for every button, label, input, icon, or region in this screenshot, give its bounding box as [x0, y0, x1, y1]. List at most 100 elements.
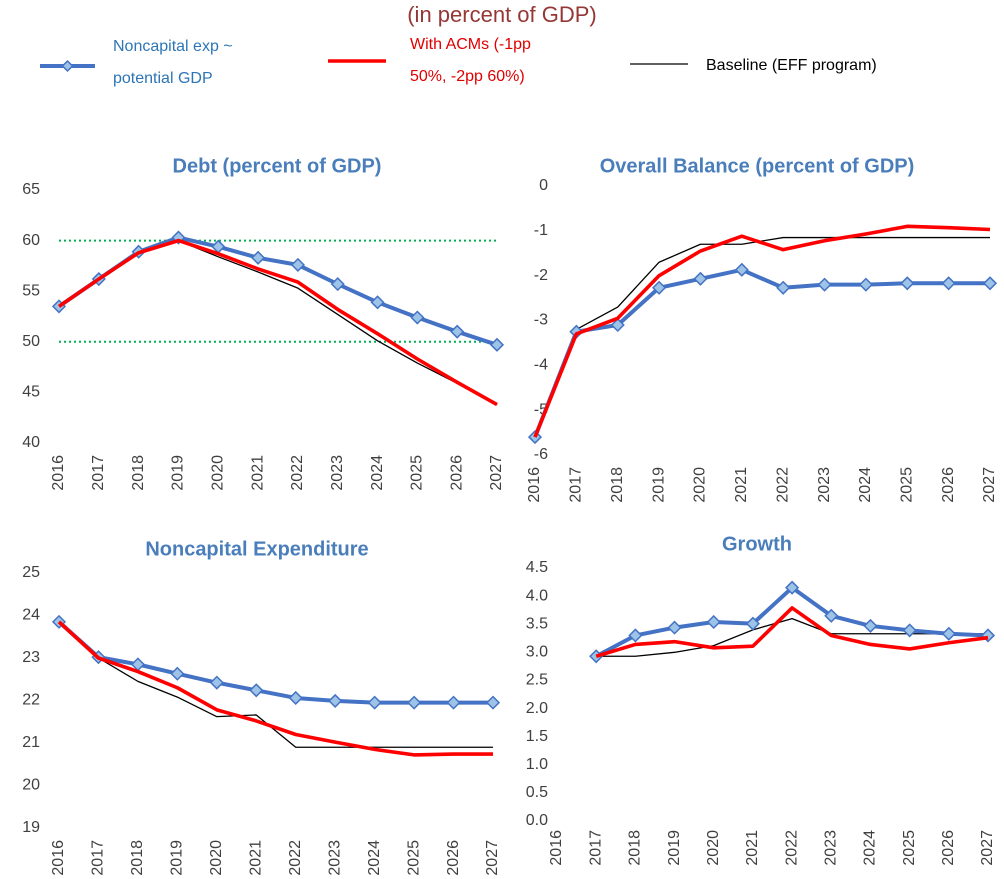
y-tick-label: 3.5 — [526, 615, 548, 632]
point-marker — [980, 628, 996, 643]
x-tick-label: 2019 — [666, 830, 683, 866]
point-marker — [288, 690, 303, 706]
y-tick-label: 40 — [22, 434, 40, 451]
x-tick-label: 2021 — [744, 830, 761, 866]
x-tick-label: 2021 — [249, 455, 266, 491]
point-marker — [734, 262, 749, 277]
point-marker — [858, 277, 873, 292]
x-tick-label: 2017 — [587, 830, 604, 866]
series-line — [58, 621, 493, 748]
series-line — [57, 620, 493, 705]
point-marker — [328, 693, 343, 708]
series-line — [596, 617, 988, 657]
y-tick-label: 4.0 — [526, 587, 548, 604]
y-tick-label: -1 — [534, 222, 548, 239]
x-tick-label: 2019 — [169, 840, 186, 876]
x-tick-label: 2023 — [816, 467, 833, 503]
point-marker — [446, 695, 461, 710]
chart-title: Growth — [722, 533, 792, 555]
y-tick-label: 1.5 — [526, 728, 548, 745]
y-tick-label: 1.0 — [526, 756, 548, 773]
x-tick-label: 2018 — [609, 467, 626, 503]
y-tick-label: 3.0 — [526, 644, 548, 661]
y-tick-label: 22 — [22, 692, 40, 709]
x-tick-label: 2022 — [289, 455, 306, 491]
x-tick-label: 2016 — [526, 467, 543, 503]
point-marker — [745, 616, 760, 631]
y-tick-label: 4.5 — [526, 559, 548, 576]
x-tick-label: 2018 — [130, 455, 147, 491]
chart-title: Overall Balance (percent of GDP) — [600, 155, 915, 177]
point-marker — [330, 277, 345, 292]
x-tick-label: 2027 — [981, 467, 998, 503]
y-tick-label: -3 — [534, 312, 548, 329]
point-marker — [410, 310, 425, 325]
x-tick-label: 2019 — [650, 467, 667, 503]
point-marker — [652, 280, 667, 295]
point-marker — [776, 280, 791, 295]
point-marker — [628, 628, 643, 643]
y-tick-label: 65 — [22, 181, 40, 198]
x-tick-label: 2024 — [857, 467, 874, 503]
y-tick-label: -2 — [534, 267, 548, 284]
point-marker — [251, 250, 266, 265]
x-tick-label: 2022 — [774, 467, 791, 503]
x-tick-label: 2020 — [209, 455, 226, 491]
point-marker — [902, 623, 917, 638]
chart-title: Debt (percent of GDP) — [173, 155, 382, 177]
x-tick-label: 2017 — [90, 840, 107, 876]
series-line — [533, 267, 990, 438]
x-tick-label: 2025 — [409, 455, 426, 491]
point-marker — [706, 614, 721, 630]
y-tick-label: -6 — [534, 446, 548, 463]
x-tick-label: 2025 — [901, 830, 918, 866]
x-tick-label: 2016 — [50, 455, 67, 491]
point-marker — [249, 683, 264, 698]
point-marker — [370, 295, 385, 310]
x-tick-label: 2021 — [247, 840, 264, 876]
x-tick-label: 2026 — [445, 840, 462, 876]
point-marker — [407, 695, 422, 710]
y-tick-label: 2.5 — [526, 672, 548, 689]
point-marker — [817, 277, 832, 292]
x-tick-label: 2027 — [979, 830, 996, 866]
x-tick-label: 2016 — [50, 840, 67, 876]
x-tick-label: 2024 — [862, 830, 879, 866]
point-marker — [290, 257, 305, 272]
point-marker — [693, 271, 708, 286]
y-tick-label: 23 — [22, 649, 40, 666]
legend-label: Noncapital exp ~ potential GDP — [113, 38, 233, 87]
x-tick-label: 2027 — [484, 840, 501, 876]
point-marker — [610, 317, 625, 333]
y-tick-label: 20 — [22, 777, 40, 794]
legend-label: With ACMs (-1pp 50%, -2pp 60%) — [410, 36, 531, 85]
y-tick-label: 50 — [22, 333, 40, 350]
legend-marker — [61, 59, 74, 73]
x-tick-label: 2023 — [822, 830, 839, 866]
point-marker — [824, 608, 839, 623]
x-tick-label: 2022 — [287, 840, 304, 876]
x-tick-label: 2026 — [940, 467, 957, 503]
point-marker — [941, 626, 956, 641]
x-tick-label: 2018 — [627, 830, 644, 866]
chart-title: Noncapital Expenditure — [145, 538, 368, 560]
x-tick-label: 2025 — [898, 467, 915, 503]
y-tick-label: 19 — [22, 819, 40, 836]
x-tick-label: 2026 — [448, 455, 465, 491]
x-tick-label: 2018 — [129, 840, 146, 876]
series-line — [534, 236, 990, 438]
point-marker — [367, 695, 382, 710]
series-line — [595, 606, 989, 658]
series-line — [57, 620, 493, 757]
y-tick-label: 0.0 — [526, 812, 548, 829]
x-tick-label: 2017 — [568, 467, 585, 503]
y-tick-label: -4 — [534, 357, 548, 374]
y-tick-label: 0.5 — [526, 784, 548, 801]
y-tick-label: 0 — [539, 177, 548, 194]
x-tick-label: 2027 — [488, 455, 505, 491]
x-tick-label: 2016 — [548, 830, 565, 866]
x-tick-label: 2020 — [705, 830, 722, 866]
y-tick-label: 25 — [22, 564, 40, 581]
